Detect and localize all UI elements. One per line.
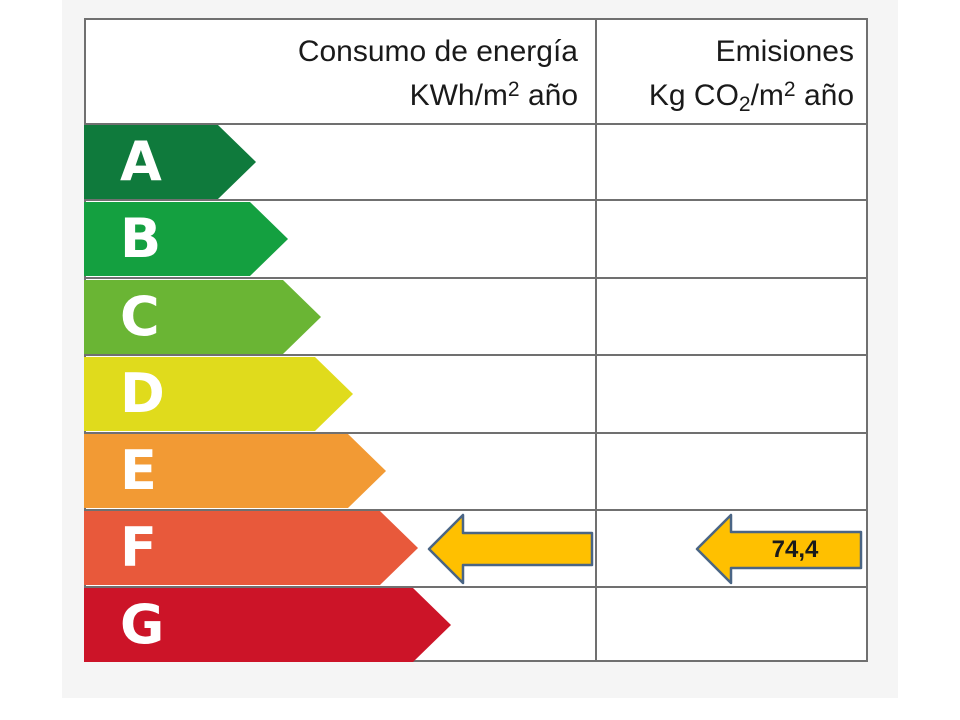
row-divider: [84, 586, 868, 588]
row-divider: [84, 277, 868, 279]
band-letter: C: [120, 285, 160, 348]
row-divider: [84, 199, 868, 201]
row-divider: [84, 509, 868, 511]
column-divider: [595, 18, 597, 662]
emissions-unit: Kg CO2/m2 año: [648, 78, 854, 116]
band-letter: B: [120, 207, 162, 270]
band-g: G: [84, 588, 451, 662]
consumption-header: Consumo de energía KWh/m2 año: [100, 33, 578, 115]
band-a: A: [84, 125, 256, 199]
band-d: D: [84, 357, 353, 431]
consumption-unit: KWh/m2 año: [409, 78, 578, 112]
emissions-value: 74,4: [771, 536, 819, 563]
row-divider: [84, 354, 868, 356]
row-divider: [84, 432, 868, 434]
band-letter: G: [120, 593, 165, 656]
band-c: C: [84, 280, 321, 354]
band-b: B: [84, 202, 288, 276]
consumption-indicator-arrow: [427, 513, 595, 585]
band-letter: E: [120, 439, 157, 502]
consumption-title: Consumo de energía: [297, 35, 578, 68]
band-e: E: [84, 434, 386, 508]
band-f: F: [84, 511, 418, 585]
band-letter: F: [120, 516, 157, 579]
emissions-header: Emisiones Kg CO2/m2 año: [600, 33, 854, 124]
emissions-title: Emisiones: [715, 35, 854, 68]
band-letter: A: [120, 130, 162, 193]
row-divider: [84, 123, 868, 125]
emissions-indicator-arrow: [695, 513, 865, 585]
band-letter: D: [120, 362, 165, 425]
